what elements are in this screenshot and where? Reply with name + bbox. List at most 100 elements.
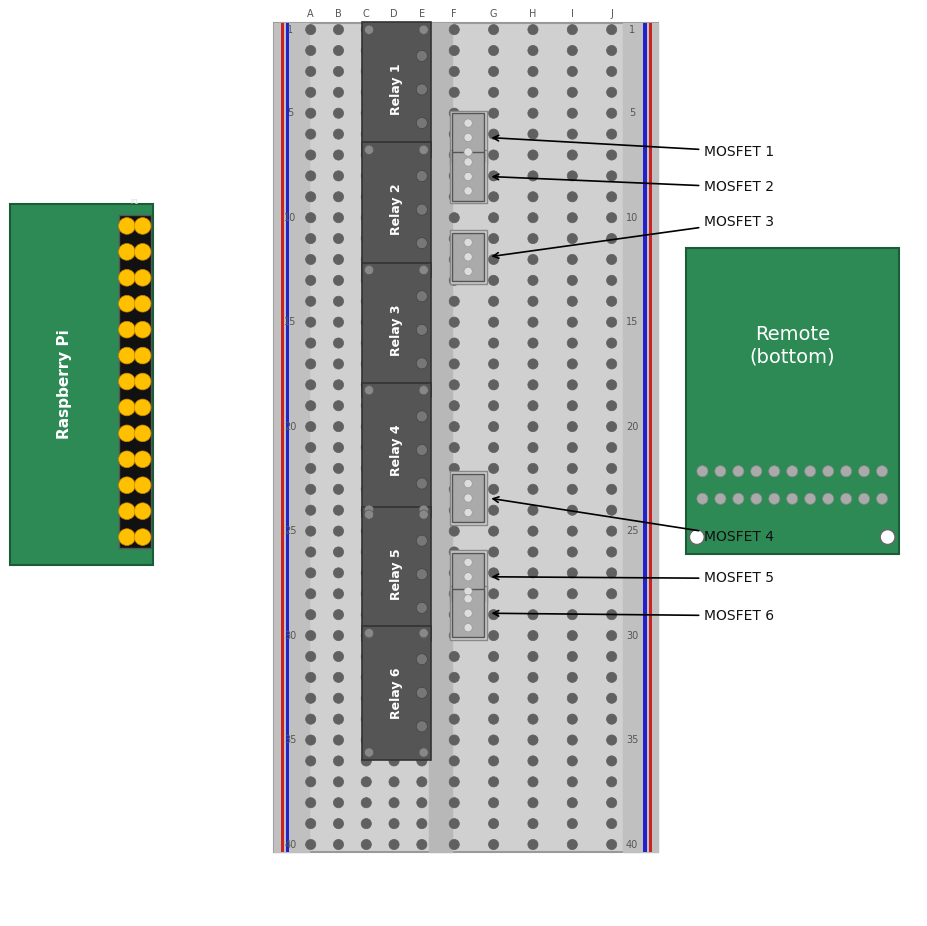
- Circle shape: [306, 317, 316, 327]
- Circle shape: [567, 129, 578, 139]
- Circle shape: [389, 170, 400, 181]
- Circle shape: [419, 505, 428, 514]
- Circle shape: [417, 840, 427, 850]
- Circle shape: [362, 108, 372, 119]
- Circle shape: [334, 819, 344, 829]
- Circle shape: [417, 631, 427, 641]
- Circle shape: [389, 338, 400, 348]
- Circle shape: [134, 529, 151, 545]
- Circle shape: [417, 380, 427, 390]
- Circle shape: [450, 547, 460, 557]
- Circle shape: [334, 484, 344, 494]
- Circle shape: [334, 192, 344, 202]
- Circle shape: [389, 631, 400, 641]
- Circle shape: [527, 87, 538, 97]
- Text: 30: 30: [285, 631, 297, 641]
- Circle shape: [567, 213, 578, 223]
- Circle shape: [450, 213, 460, 223]
- Circle shape: [417, 87, 427, 97]
- Bar: [452, 114, 484, 162]
- Circle shape: [606, 526, 616, 536]
- Circle shape: [364, 144, 374, 154]
- Circle shape: [306, 526, 316, 536]
- Circle shape: [450, 150, 460, 160]
- Circle shape: [489, 129, 499, 139]
- Circle shape: [389, 380, 400, 390]
- Circle shape: [527, 505, 538, 515]
- Circle shape: [364, 505, 374, 514]
- Text: Relay 5: Relay 5: [390, 548, 403, 600]
- Circle shape: [715, 466, 726, 477]
- Circle shape: [417, 359, 427, 369]
- Circle shape: [306, 589, 316, 599]
- Circle shape: [334, 609, 344, 619]
- Circle shape: [134, 477, 151, 494]
- Circle shape: [450, 380, 460, 390]
- Circle shape: [877, 466, 888, 477]
- Circle shape: [134, 425, 151, 442]
- Circle shape: [606, 192, 616, 202]
- Circle shape: [450, 421, 460, 432]
- Text: H: H: [529, 9, 537, 19]
- Circle shape: [489, 150, 499, 160]
- Circle shape: [306, 233, 316, 244]
- Circle shape: [489, 631, 499, 641]
- Circle shape: [606, 819, 616, 829]
- Circle shape: [119, 399, 135, 416]
- Bar: [643, 23, 647, 852]
- Circle shape: [416, 324, 427, 335]
- Circle shape: [364, 25, 374, 34]
- Circle shape: [389, 213, 400, 223]
- Circle shape: [417, 45, 427, 56]
- Bar: [450, 230, 487, 283]
- Circle shape: [334, 129, 344, 139]
- Circle shape: [306, 359, 316, 369]
- Circle shape: [567, 380, 578, 390]
- Circle shape: [389, 609, 400, 619]
- Circle shape: [334, 25, 344, 34]
- Circle shape: [306, 45, 316, 56]
- Circle shape: [389, 129, 400, 139]
- Circle shape: [567, 526, 578, 536]
- Circle shape: [527, 317, 538, 327]
- Circle shape: [527, 714, 538, 724]
- Circle shape: [489, 463, 499, 473]
- Circle shape: [489, 756, 499, 766]
- Circle shape: [450, 233, 460, 244]
- Bar: [281, 23, 285, 852]
- Circle shape: [362, 192, 372, 202]
- Circle shape: [364, 266, 374, 275]
- Bar: [119, 215, 150, 548]
- Circle shape: [489, 275, 499, 285]
- Circle shape: [389, 296, 400, 307]
- Circle shape: [606, 505, 616, 515]
- Circle shape: [134, 321, 151, 338]
- Circle shape: [489, 170, 499, 181]
- Text: 5: 5: [287, 108, 294, 119]
- Circle shape: [389, 25, 400, 34]
- Circle shape: [606, 694, 616, 704]
- Circle shape: [306, 714, 316, 724]
- Circle shape: [527, 651, 538, 661]
- Circle shape: [489, 777, 499, 787]
- Circle shape: [489, 296, 499, 307]
- Circle shape: [119, 218, 135, 234]
- Circle shape: [527, 401, 538, 411]
- Circle shape: [606, 255, 616, 265]
- Text: Relay 4: Relay 4: [390, 424, 403, 476]
- Circle shape: [567, 840, 578, 850]
- Circle shape: [389, 819, 400, 829]
- Circle shape: [527, 463, 538, 473]
- Circle shape: [841, 494, 852, 505]
- Circle shape: [450, 338, 460, 348]
- Circle shape: [334, 672, 344, 682]
- Circle shape: [417, 233, 427, 244]
- Circle shape: [567, 67, 578, 77]
- Circle shape: [119, 503, 135, 519]
- Circle shape: [364, 145, 374, 155]
- Circle shape: [489, 359, 499, 369]
- Circle shape: [306, 255, 316, 265]
- Circle shape: [567, 735, 578, 745]
- Circle shape: [567, 25, 578, 34]
- Circle shape: [306, 756, 316, 766]
